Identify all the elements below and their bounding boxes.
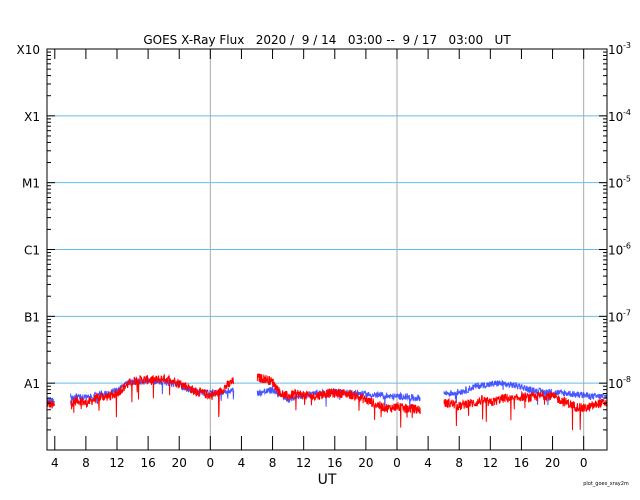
- x-tick-label: 12: [109, 456, 124, 470]
- y-label-class: B1: [24, 310, 40, 324]
- x-tick-label: 8: [455, 456, 463, 470]
- y-label-right-exponent: -8: [623, 375, 631, 384]
- x-tick-label: 4: [51, 456, 59, 470]
- y-label-right-exponent: -5: [623, 175, 631, 184]
- y-label-right-base: 10: [608, 310, 623, 324]
- y-label-class: X1: [24, 110, 40, 124]
- y-label-right-exponent: -3: [623, 41, 631, 50]
- x-tick-label: 16: [327, 456, 342, 470]
- y-label-right-base: 10: [608, 377, 623, 391]
- x-tick-label: 16: [140, 456, 155, 470]
- y-label-right-base: 10: [608, 43, 623, 57]
- x-tick-label: 4: [424, 456, 432, 470]
- y-label-class: A1: [24, 377, 40, 391]
- y-label-class: X10: [17, 43, 41, 57]
- y-label-right-exponent: -6: [623, 242, 631, 251]
- x-tick-label: 4: [238, 456, 246, 470]
- y-label-right-base: 10: [608, 110, 623, 124]
- y-label-class: C1: [24, 244, 40, 258]
- x-tick-label: 12: [483, 456, 498, 470]
- y-label-class: M1: [22, 177, 40, 191]
- x-tick-label: 20: [545, 456, 560, 470]
- y-label-right-base: 10: [608, 244, 623, 258]
- x-tick-label: 8: [269, 456, 277, 470]
- y-label-right-base: 10: [608, 177, 623, 191]
- credit-label: plot_goes_xray2m: [583, 481, 629, 487]
- chart-title: GOES X-Ray Flux 2020 / 9 / 14 03:00 -- 9…: [143, 33, 511, 47]
- x-tick-label: 0: [393, 456, 401, 470]
- x-tick-label: 16: [514, 456, 529, 470]
- x-tick-label: 8: [82, 456, 90, 470]
- series-line-red: [46, 373, 608, 431]
- x-axis-label: UT: [318, 472, 337, 488]
- x-tick-label: 12: [296, 456, 311, 470]
- x-tick-label: 20: [358, 456, 373, 470]
- x-tick-label: 0: [580, 456, 588, 470]
- x-tick-label: 20: [172, 456, 187, 470]
- y-label-right-exponent: -4: [623, 108, 631, 117]
- y-label-right-exponent: -7: [623, 308, 631, 317]
- x-tick-label: 0: [207, 456, 215, 470]
